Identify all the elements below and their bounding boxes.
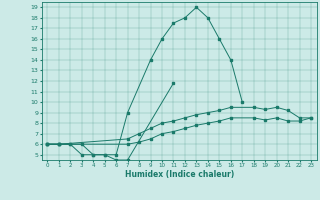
X-axis label: Humidex (Indice chaleur): Humidex (Indice chaleur) <box>124 170 234 179</box>
